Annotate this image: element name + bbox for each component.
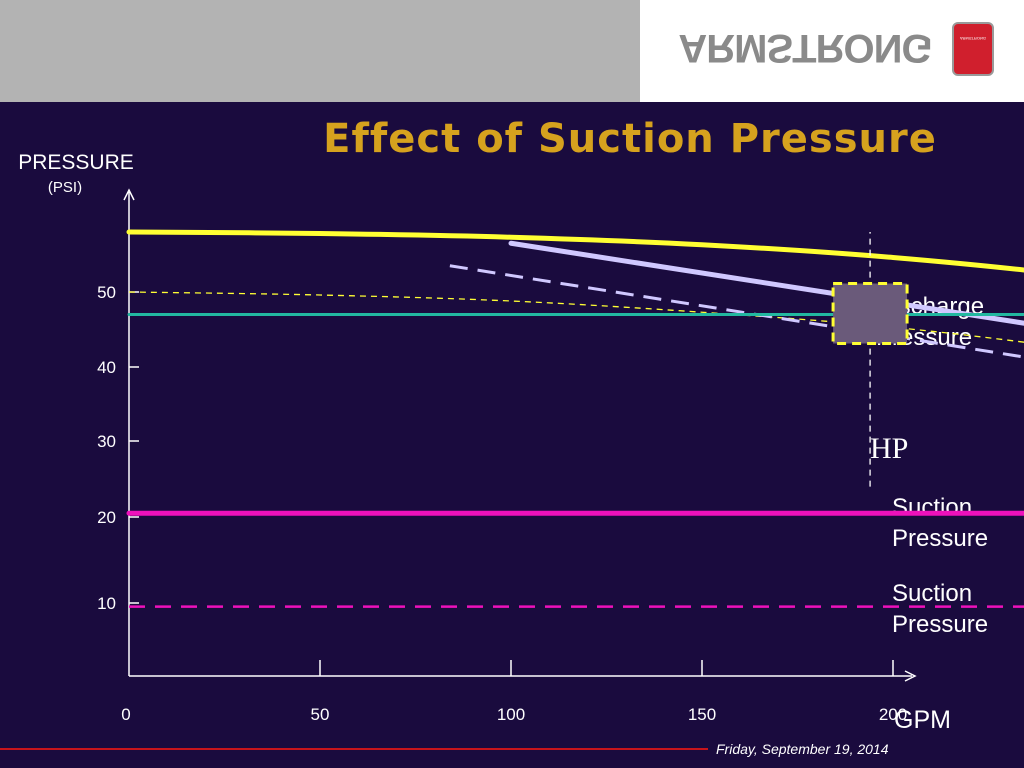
y-axis-unit: (PSI) [47,179,83,196]
header-band-grey [0,0,640,102]
operating-point-1 [831,282,909,345]
y-tick-label-50: 50 [97,283,116,302]
footer-date: Friday, September 19, 2014 [716,741,889,757]
x-tick-label-50: 50 [311,705,330,724]
pump-curve-dashed [128,291,1024,343]
y-axis-arrow [123,188,135,201]
suction-2-annotation-line-1: Suction [892,580,973,607]
x-axis-label: GPM [894,706,951,734]
suction-1-annotation-line-2: Pressure [892,525,989,552]
suction-2-annotation-line-2: Pressure [892,611,989,638]
hp-line-solid [508,240,1024,326]
y-tick-label-20: 20 [97,508,116,527]
x-tick-label-200: 200 [879,705,907,724]
y-tick-label-30: 30 [97,432,116,451]
x-tick-label-150: 150 [688,705,716,724]
pump-curve-solid [126,229,1024,273]
hp-annotation: HP [870,432,909,465]
x-axis-arrow [904,670,917,682]
hp-line-dashed [449,264,1024,359]
y-tick-label-10: 10 [97,594,116,613]
y-axis-label: PRESSURE [18,151,134,174]
footer-rule [0,748,708,750]
suction-pressure-annotation-2: Suction Pressure [892,578,988,640]
suction-1-annotation-line-1: Suction [892,494,973,521]
y-tick-label-40: 40 [97,358,116,377]
x-tick-label-100: 100 [497,705,525,724]
slide-title: Effect of Suction Pressure [323,116,937,162]
suction-pressure-annotation-1: Suction Pressure [892,492,988,554]
armstrong-badge-icon: ARMSTRONG [952,22,994,76]
x-tick-label-0: 0 [121,705,130,724]
